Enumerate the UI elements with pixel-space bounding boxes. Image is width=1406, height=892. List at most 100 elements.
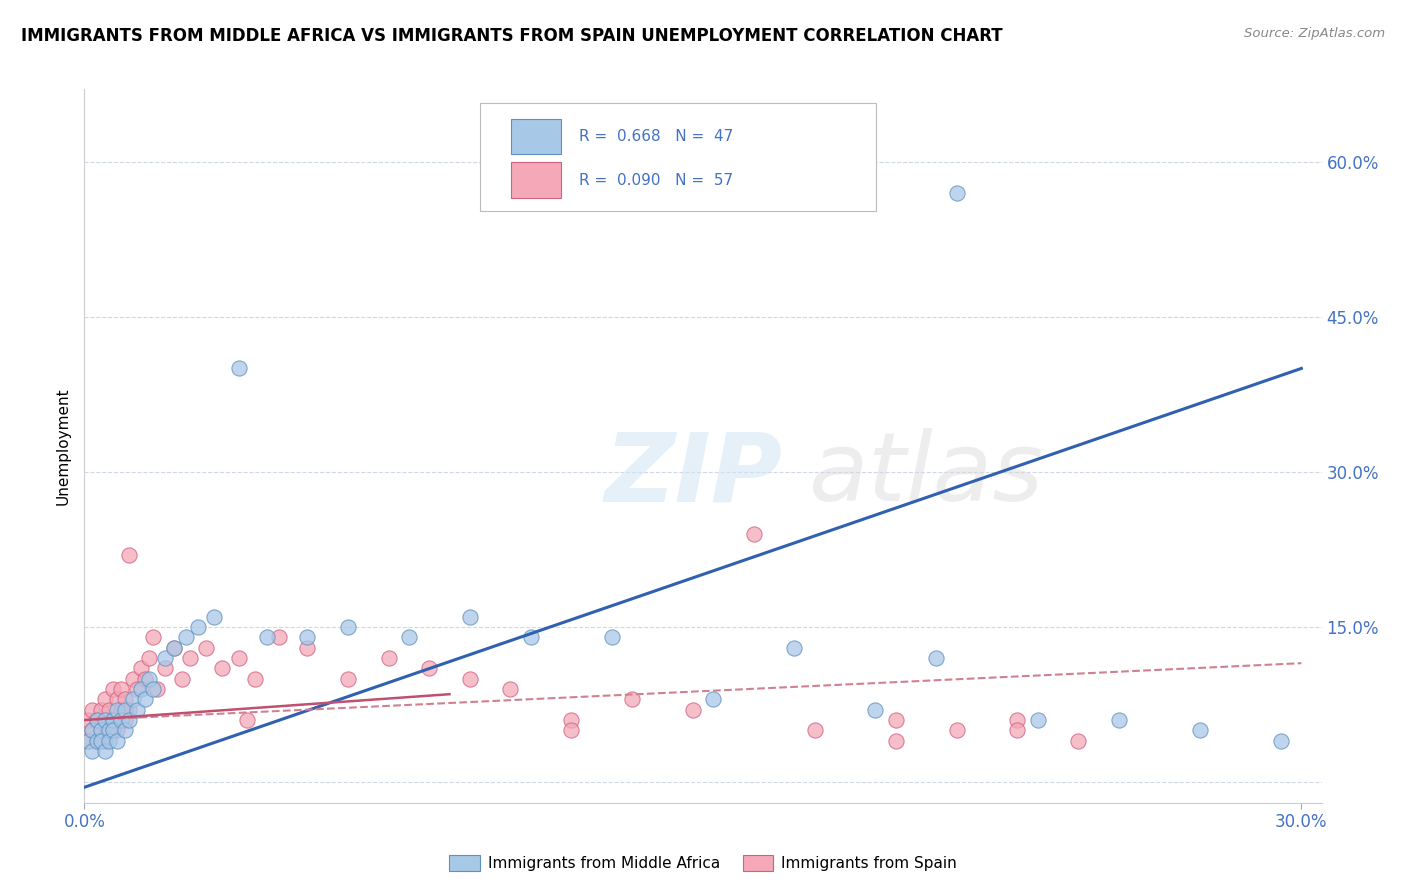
Point [114,723,136,738]
Point [97,703,120,717]
Point [101,713,124,727]
Point [742,527,765,541]
Point [195,640,218,655]
Point [129,661,152,675]
Point [1270,733,1292,747]
Point [114,703,136,717]
Point [600,630,623,644]
Point [97,733,120,747]
Point [77,713,100,727]
Point [129,681,152,696]
Point [1007,723,1029,738]
Point [418,661,440,675]
Point [82,723,104,738]
Point [235,713,257,727]
Text: ZIP: ZIP [605,428,782,521]
Point [118,548,141,562]
Point [86,733,108,747]
Point [86,733,108,747]
Point [110,713,132,727]
Point [179,651,201,665]
Point [945,723,967,738]
Point [122,672,145,686]
Point [560,723,582,738]
Text: IMMIGRANTS FROM MIDDLE AFRICA VS IMMIGRANTS FROM SPAIN UNEMPLOYMENT CORRELATION : IMMIGRANTS FROM MIDDLE AFRICA VS IMMIGRA… [21,27,1002,45]
Point [155,661,177,675]
Point [77,733,100,747]
Point [884,733,907,747]
Point [621,692,644,706]
Point [1026,713,1049,727]
Point [134,692,156,706]
Point [105,703,128,717]
Point [77,733,100,747]
Point [377,651,399,665]
Text: R =  0.090   N =  57: R = 0.090 N = 57 [579,173,734,187]
Point [86,713,108,727]
Point [519,630,541,644]
Point [945,186,967,200]
Text: R =  0.668   N =  47: R = 0.668 N = 47 [579,129,734,145]
Point [682,703,704,717]
Point [90,723,112,738]
Point [90,733,112,747]
Point [783,640,806,655]
Point [105,723,128,738]
Point [138,651,160,665]
Point [560,713,582,727]
Point [865,703,887,717]
Point [114,713,136,727]
Point [499,681,522,696]
Point [243,672,266,686]
FancyBboxPatch shape [512,162,561,198]
Point [228,361,250,376]
Point [1067,733,1090,747]
Point [211,661,233,675]
Point [90,723,112,738]
Point [118,713,141,727]
Text: Source: ZipAtlas.com: Source: ZipAtlas.com [1244,27,1385,40]
Point [114,692,136,706]
Point [97,723,120,738]
Point [101,713,124,727]
Point [82,703,104,717]
Point [458,609,481,624]
Point [138,672,160,686]
Point [142,630,165,644]
Point [82,723,104,738]
Point [118,703,141,717]
Point [1007,713,1029,727]
Point [134,672,156,686]
Point [702,692,724,706]
Point [110,681,132,696]
Point [142,681,165,696]
Point [127,703,149,717]
Point [337,620,360,634]
Point [105,733,128,747]
Point [97,723,120,738]
Point [1188,723,1211,738]
Point [228,651,250,665]
Point [297,640,319,655]
Point [127,681,149,696]
Point [93,733,115,747]
FancyBboxPatch shape [481,103,876,211]
Text: atlas: atlas [808,428,1043,521]
Point [93,744,115,758]
Point [884,713,907,727]
Point [86,713,108,727]
Point [105,692,128,706]
Point [187,620,209,634]
Point [170,672,193,686]
Point [90,703,112,717]
FancyBboxPatch shape [512,119,561,154]
Point [1108,713,1130,727]
Point [93,692,115,706]
Y-axis label: Unemployment: Unemployment [55,387,70,505]
Point [82,744,104,758]
Point [337,672,360,686]
Point [256,630,278,644]
Point [174,630,197,644]
Point [101,681,124,696]
Point [398,630,420,644]
